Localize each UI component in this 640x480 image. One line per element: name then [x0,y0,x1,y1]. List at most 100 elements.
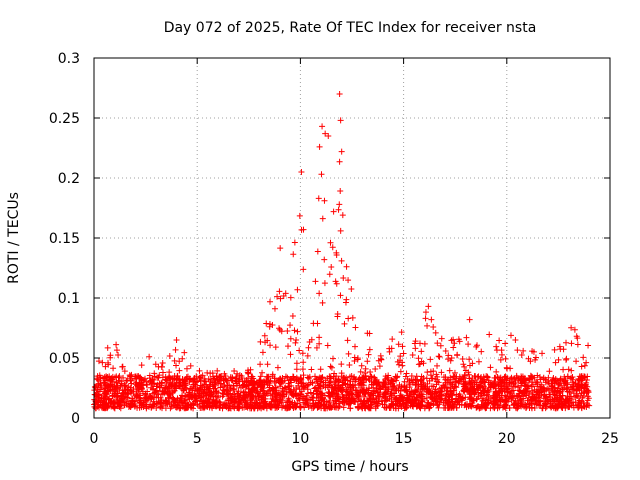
data-point [292,339,299,346]
data-point [438,384,445,391]
data-point [573,333,580,340]
data-point [223,401,230,408]
data-point [366,346,373,353]
data-point [444,387,451,394]
data-point [223,386,230,393]
data-point [277,295,284,302]
data-point [567,393,574,400]
data-point [177,383,184,390]
data-point [290,251,297,258]
data-point [484,374,491,381]
data-point [436,392,443,399]
data-point [311,373,318,380]
axis-ticks: 0 5 10 15 20 25 0 0.05 0.1 0.15 0.2 0.25 0.3 [49,51,619,447]
data-point [102,400,109,407]
data-point [561,384,568,391]
data-point [263,373,270,380]
data-point [322,405,329,412]
y-tick-label: 0.1 [58,291,80,307]
data-point [332,381,339,388]
data-point [366,395,373,402]
data-point [446,367,453,374]
data-point [214,367,221,374]
data-point [300,266,307,273]
data-point [227,374,234,381]
grid-lines [94,58,610,418]
data-point [260,404,267,411]
data-point [382,397,389,404]
y-tick-label: 0.05 [49,351,80,367]
data-point [438,335,445,342]
data-point [336,91,343,97]
data-point [389,336,396,343]
data-point [496,396,503,403]
data-point [159,359,166,366]
data-point [335,403,342,410]
data-point [95,391,102,398]
data-point [527,376,534,383]
data-point [474,385,481,392]
data-point [424,388,431,395]
data-point [303,392,310,399]
data-point [411,340,418,347]
data-point [151,373,158,380]
data-point [466,375,473,382]
data-point [111,405,118,412]
data-point [118,395,125,402]
data-point [474,395,481,402]
data-point [300,359,307,366]
data-point [386,345,393,352]
data-point [466,356,473,363]
data-point [266,384,273,391]
data-point [215,380,222,387]
data-point [451,374,458,381]
data-point [498,392,505,399]
data-point [514,405,521,412]
data-point [440,399,447,406]
data-point [213,375,220,382]
data-point [585,342,592,349]
data-point [352,324,359,331]
data-point [183,365,190,372]
data-point [366,330,373,337]
data-point [498,347,505,354]
data-point [293,360,300,367]
data-point [119,397,126,404]
data-point [478,348,485,355]
data-point [358,379,365,386]
data-point [353,391,360,398]
y-tick-label: 0.3 [58,51,80,67]
data-point [450,336,457,343]
data-point [274,293,281,300]
data-point [287,322,294,329]
data-point [420,360,427,367]
data-point [473,396,480,403]
data-point [513,372,520,379]
data-point [202,397,209,404]
data-point [241,401,248,408]
data-point [498,385,505,392]
data-point [300,226,307,233]
data-point [253,399,260,406]
data-point [338,148,345,155]
data-point [102,385,109,392]
data-point [559,405,566,412]
data-point [273,378,280,385]
data-point [293,336,300,343]
data-point [552,359,559,366]
data-point [177,379,184,386]
data-point [296,212,303,219]
data-point [257,384,264,391]
data-point [348,373,355,380]
data-point [392,395,399,402]
data-point [144,381,151,388]
data-point [280,293,287,300]
data-point [255,393,262,400]
data-point [579,382,586,389]
data-point [163,380,170,387]
data-point [461,371,468,378]
data-point [473,343,480,350]
data-point [346,361,353,368]
data-point [434,362,441,369]
data-point [316,143,323,150]
